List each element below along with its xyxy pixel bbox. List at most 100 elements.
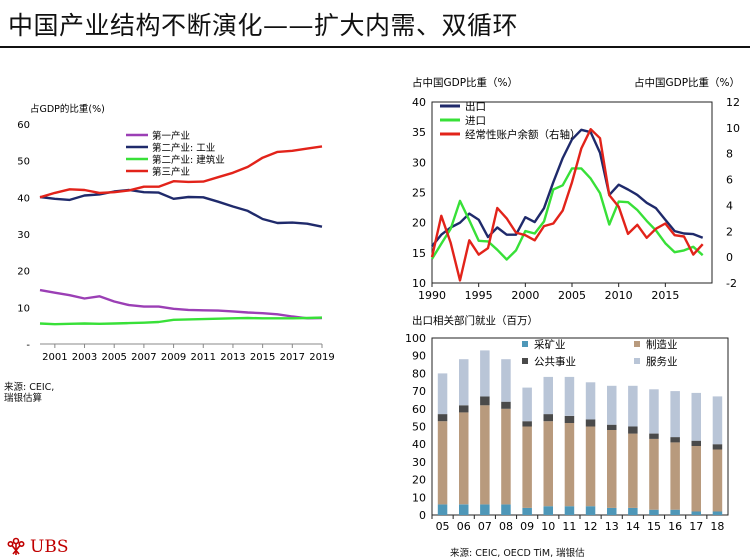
y-tick-label: 50	[17, 157, 30, 168]
y-left-tick-label: 25	[412, 187, 426, 200]
legend-swatch	[634, 341, 640, 347]
series-line-3	[39, 316, 323, 326]
legend-label: 出口	[465, 100, 486, 113]
x-tick-label: 2019	[309, 352, 334, 363]
y-left-tick-label: 10	[412, 277, 426, 290]
bar-segment	[691, 511, 701, 515]
y-right-tick-label: 0	[726, 251, 733, 264]
y-tick-label: 0	[419, 509, 426, 522]
y-right-tick-label: 10	[726, 122, 740, 135]
x-tick-label: 2001	[42, 352, 67, 363]
bar-segment	[649, 389, 659, 434]
y-right-tick-label: 12	[726, 96, 740, 109]
series-line-2	[430, 167, 704, 261]
legend-label: 采矿业	[534, 338, 566, 351]
x-tick-label: 1995	[465, 289, 493, 302]
x-tick-label: 09	[520, 520, 534, 533]
bar-segment	[543, 506, 553, 515]
bar-segment	[628, 426, 638, 434]
y-tick-label: 20	[17, 267, 30, 278]
x-tick-label: 06	[457, 520, 471, 533]
bar-segment	[712, 511, 723, 515]
y-tick-label: 10	[17, 303, 30, 314]
x-tick-label: 2017	[280, 352, 305, 363]
legend-label: 进口	[465, 115, 486, 127]
bar-segment	[585, 419, 596, 427]
legend-label: 第一产业	[152, 130, 190, 142]
x-tick-label: 2007	[131, 352, 156, 363]
y-tick-label: 90	[412, 350, 426, 363]
y-right-tick-label: 2	[726, 225, 733, 238]
bar-segment	[437, 373, 448, 415]
x-tick-label: 2010	[605, 289, 633, 302]
legend-swatch	[522, 358, 528, 364]
x-tick-label: 07	[478, 520, 492, 533]
x-tick-label: 2005	[101, 352, 126, 363]
series-line-1	[431, 128, 704, 247]
x-tick-label: 2015	[250, 352, 275, 363]
x-tick-label: 2009	[161, 352, 186, 363]
trade-share-chart: 占中国GDP比重（%） 占中国GDP比重（%） 10152025303540-2…	[412, 76, 740, 302]
y-tick-label: 10	[412, 491, 426, 504]
x-tick-label: 2003	[72, 352, 97, 363]
bar-segment	[437, 414, 448, 422]
bar-segment	[607, 424, 617, 430]
legend-swatch	[634, 358, 640, 364]
y-tick-label: 100	[405, 332, 426, 345]
bar-segment	[459, 504, 469, 515]
bar-segment	[437, 421, 448, 505]
export-employment-chart: 出口相关部门就业（百万） 0 10 20 30 40 50 60 70 80 90 100 05 06 0…	[405, 314, 729, 533]
legend-label: 第二产业: 建筑业	[152, 154, 225, 166]
x-tick-label: 11	[562, 520, 576, 533]
bar-segment	[649, 433, 659, 439]
industry-share-chart: 占GDP的比重(%) - 10 20 30 40 50 60 2001 2003 2005 2007…	[17, 103, 334, 363]
logo-wordmark: UBS	[30, 537, 69, 557]
y-right-tick-label: 4	[726, 199, 733, 212]
x-tick-label: 14	[626, 520, 640, 533]
title-rule	[0, 46, 750, 48]
chart2-ylabel-right: 占中国GDP比重（%）	[634, 76, 740, 89]
bar-segment	[501, 401, 511, 409]
bar-segment	[670, 391, 680, 438]
chart3-ylabel: 出口相关部门就业（百万）	[412, 314, 538, 327]
y-tick-label: 50	[412, 421, 426, 434]
bar-segment	[670, 437, 680, 443]
bar-segment	[670, 442, 680, 510]
bar-segment	[543, 376, 553, 415]
y-tick-label: 30	[412, 456, 426, 469]
y-left-tick-label: 20	[412, 217, 426, 230]
x-tick-label: 15	[647, 520, 661, 533]
bar-segment	[522, 507, 532, 515]
bar-segment	[712, 444, 723, 450]
bar-segment	[459, 412, 469, 505]
y-left-tick-label: 15	[412, 247, 426, 260]
legend-label: 经常性账户余额（右轴）	[465, 128, 581, 141]
bar-segment	[585, 426, 596, 507]
bar-segment	[480, 504, 490, 515]
bar-segment	[670, 509, 680, 515]
x-tick-label: 08	[499, 520, 513, 533]
bar-segment	[480, 405, 490, 505]
x-tick-label: 2013	[220, 352, 245, 363]
page-title: 中国产业结构不断演化——扩大内需、双循环	[8, 11, 519, 40]
plot-frame	[431, 337, 729, 516]
x-tick-label: 12	[584, 520, 598, 533]
legend-label: 公共事业	[534, 355, 576, 368]
series-line-1	[39, 288, 323, 320]
bar-segment	[480, 350, 490, 397]
bar-segment	[459, 405, 469, 413]
series-line-2	[39, 188, 323, 228]
y-left-tick-label: 30	[412, 156, 426, 169]
chart1-ylabel: 占GDP的比重(%)	[30, 103, 105, 115]
x-tick-label: 05	[436, 520, 450, 533]
bar-segment	[543, 421, 553, 507]
bar-segment	[522, 387, 532, 422]
bar-segment	[501, 408, 511, 505]
legend-label: 第三产业	[152, 166, 190, 178]
bar-segment	[564, 376, 575, 416]
bar-segment	[522, 421, 532, 427]
bar-segment	[501, 359, 511, 402]
x-tick-label: 18	[710, 520, 724, 533]
y-tick-label: -	[26, 340, 30, 351]
bar-segment	[628, 507, 638, 515]
